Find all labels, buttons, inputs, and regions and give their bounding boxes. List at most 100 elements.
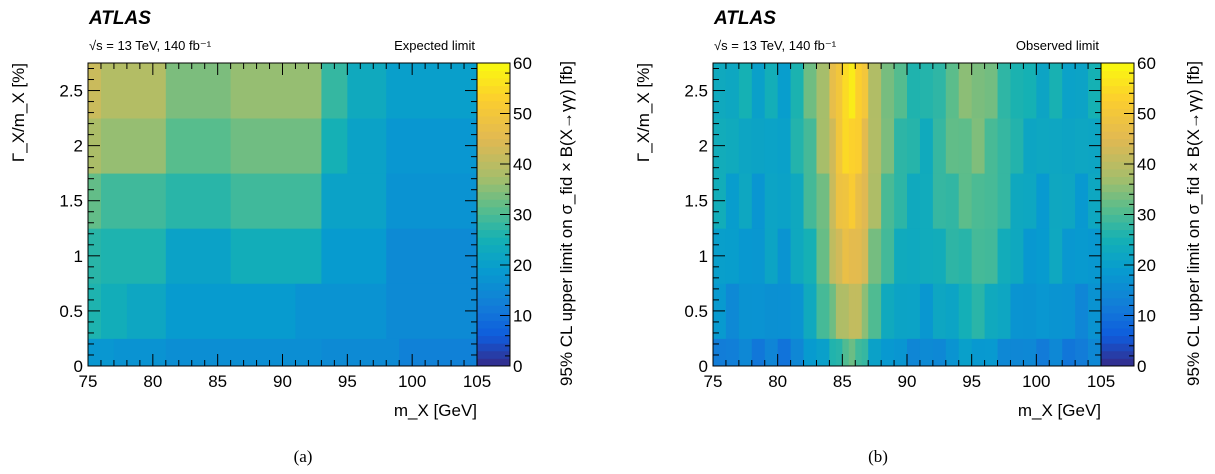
heatmap-cell [958, 173, 973, 229]
color-bar-band [1101, 191, 1134, 200]
heatmap-cell [1062, 63, 1076, 119]
heatmap-cell [919, 283, 934, 339]
heatmap-cell [790, 228, 804, 284]
heatmap-cell [751, 173, 766, 229]
color-bar-band [1101, 275, 1134, 284]
color-bar-band [1101, 282, 1134, 291]
z-tick-label: 60 [513, 54, 532, 73]
heatmap-cell [803, 228, 817, 284]
heatmap-cell [868, 338, 882, 367]
color-bar [1101, 63, 1134, 367]
heatmap-cell [803, 63, 817, 119]
heatmap-cell [1075, 283, 1089, 339]
color-bar-band [1101, 290, 1134, 299]
color-bar-band [1101, 267, 1134, 276]
heatmap-cell [321, 118, 348, 174]
z-tick-label: 50 [1137, 105, 1156, 124]
color-bar-band [477, 138, 510, 147]
z-tick-label: 10 [1137, 307, 1156, 326]
heatmap-cell [894, 228, 908, 284]
heatmap-cell [842, 283, 850, 339]
heatmap-cell [751, 283, 766, 339]
y-tick-label: 0.5 [684, 302, 708, 321]
y-axis-label: Γ_X/m_X [%] [9, 63, 28, 162]
color-bar-band [1101, 199, 1134, 208]
heatmap-cell [945, 118, 960, 174]
heatmap-cell [230, 118, 322, 174]
heatmap-cell [1049, 228, 1063, 284]
heatmap-cell [295, 283, 387, 339]
y-tick-label: 2 [74, 137, 83, 156]
color-bar-band [477, 85, 510, 94]
heatmap-cell [835, 63, 843, 119]
color-bar-band [1101, 146, 1134, 155]
heatmap-cell [777, 283, 791, 339]
heatmap-cell [868, 118, 882, 174]
heatmap-cell [932, 338, 947, 367]
heatmap-cell [835, 338, 843, 367]
heatmap-cell [829, 63, 837, 119]
color-bar-band [1101, 78, 1134, 87]
heatmap-cell [894, 338, 908, 367]
x-axis-label: m_X [GeV] [394, 401, 477, 420]
heatmap-cell [971, 228, 985, 284]
heatmap-cell [1049, 338, 1063, 367]
heatmap-cell [855, 228, 863, 284]
heatmap-cell [1075, 173, 1089, 229]
color-bar-band [1101, 108, 1134, 117]
heatmap-cell [842, 228, 850, 284]
energy-lumi-label: √s = 13 TeV, 140 fb⁻¹ [89, 38, 212, 53]
heatmap-cell [932, 173, 947, 229]
color-bar-band [477, 153, 510, 162]
heatmap-cell [907, 118, 921, 174]
z-tick-label: 30 [1137, 206, 1156, 225]
color-bar-band [477, 320, 510, 329]
heatmap-cell [932, 118, 947, 174]
heatmap-cell [958, 118, 973, 174]
heatmap-cell [764, 63, 779, 119]
heatmap-cell [894, 118, 908, 174]
heatmap-cell [835, 283, 843, 339]
heatmap-cell [868, 283, 882, 339]
heatmap-cell [725, 228, 740, 284]
color-bar-band [477, 116, 510, 124]
heatmap-cell [848, 228, 856, 284]
heatmap-cell [861, 118, 869, 174]
heatmap-cell [958, 338, 973, 367]
color-bar-band [1101, 358, 1134, 367]
heatmap-cell [881, 118, 895, 174]
heatmap-cell [100, 118, 167, 174]
heatmap-cell [1036, 283, 1050, 339]
heatmap-cell [855, 173, 863, 229]
heatmap-cell [1075, 338, 1089, 367]
color-bar-band [1101, 222, 1134, 231]
heatmap-cell [842, 118, 850, 174]
color-bar-band [1101, 206, 1134, 215]
heatmap-cell [321, 173, 387, 229]
heatmap-cell [971, 283, 985, 339]
heatmap-cell [386, 228, 478, 284]
y-tick-label: 1.5 [59, 192, 83, 211]
heatmap-cell [165, 228, 232, 284]
color-bar-band [1101, 297, 1134, 306]
color-bar-band [1101, 100, 1134, 109]
color-bar-band [1101, 70, 1134, 79]
heatmap-cells [88, 63, 478, 367]
color-bar-band [477, 123, 510, 132]
color-bar-band [1101, 161, 1134, 170]
heatmap-cell [1010, 63, 1024, 119]
color-bar-band [1101, 229, 1134, 238]
heatmap-cell [1023, 338, 1037, 367]
color-bar-band [477, 244, 510, 253]
heatmap-cell [1023, 173, 1037, 229]
heatmap-cell [126, 283, 167, 339]
x-tick-label: 75 [704, 372, 723, 391]
heatmap-cell [861, 63, 869, 119]
z-tick-label: 0 [513, 357, 522, 376]
heatmap-cell [751, 63, 766, 119]
heatmap-cell [894, 283, 908, 339]
limit-title: Observed limit [1016, 38, 1099, 53]
color-bar-band [477, 78, 510, 87]
heatmap-cell [777, 173, 791, 229]
heatmap-cell [386, 63, 478, 119]
